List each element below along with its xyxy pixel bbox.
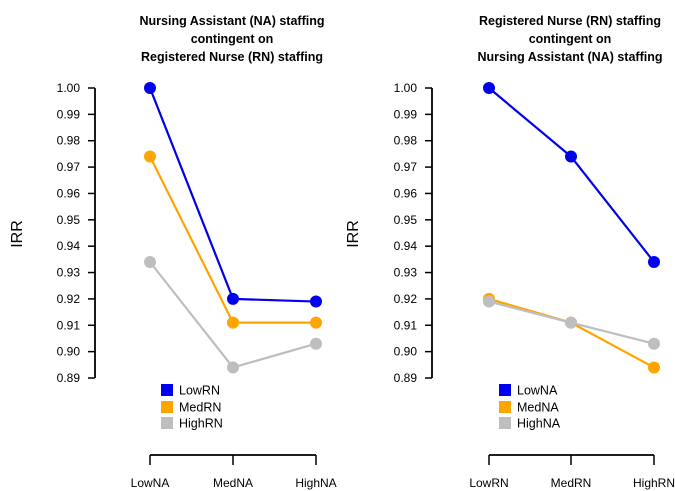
y-tick-label: 0.91	[394, 318, 418, 332]
legend-swatch	[161, 417, 173, 429]
y-tick-label: 0.92	[394, 292, 418, 306]
y-tick-label: 0.92	[57, 292, 81, 306]
x-tick-label: MedRN	[551, 476, 592, 490]
chart-title-line: Registered Nurse (RN) staffing	[479, 14, 661, 28]
legend-label: MedRN	[179, 401, 221, 415]
data-point-HighNA	[565, 316, 577, 329]
y-tick-label: 0.97	[57, 160, 81, 174]
chart-panel-2: Registered Nurse (RN) staffing contingent…	[345, 14, 675, 490]
series-line-LowRN	[148, 87, 317, 303]
chart-title-line: contingent on	[191, 32, 274, 46]
y-tick-label: 0.94	[57, 239, 81, 253]
chart-title-line: contingent on	[529, 32, 612, 46]
data-point-HighRN	[227, 361, 239, 374]
legend-swatch	[499, 401, 511, 413]
y-tick-label: 0.93	[394, 266, 418, 280]
legend-label: MedNA	[517, 401, 559, 415]
y-tick-label: 0.98	[394, 134, 418, 148]
y-tick-label: 0.96	[394, 186, 418, 200]
y-tick-label: 0.96	[57, 186, 81, 200]
y-tick-label: 0.98	[57, 134, 81, 148]
y-tick-label: 0.89	[57, 371, 81, 385]
legend-label: HighNA	[517, 417, 561, 431]
y-tick-label: 0.90	[57, 345, 81, 359]
data-point-LowRN	[144, 82, 156, 94]
legend-label: LowRN	[179, 384, 220, 398]
y-tick-label: 0.95	[394, 213, 418, 227]
data-point-MedRN	[227, 316, 239, 329]
x-tick-label: HighRN	[633, 476, 675, 490]
series-line-HighRN	[149, 261, 317, 369]
x-tick-label: LowNA	[131, 476, 170, 490]
legend-swatch	[161, 401, 173, 413]
legend-label: LowNA	[517, 384, 558, 398]
data-point-HighRN	[310, 337, 322, 350]
chart-title-line: Nursing Assistant (NA) staffing	[140, 14, 325, 28]
x-tick-label: MedNA	[213, 476, 253, 490]
y-tick-label: 0.95	[57, 213, 81, 227]
series-line-LowNA	[488, 87, 655, 263]
y-tick-label: 0.91	[57, 318, 81, 332]
x-tick-label: HighNA	[295, 476, 336, 490]
data-point-LowNA	[483, 82, 495, 94]
data-point-HighNA	[648, 337, 660, 350]
chart-panel-1: Nursing Assistant (NA) staffing contingen…	[9, 14, 337, 490]
y-tick-label: 0.99	[394, 107, 418, 121]
y-axis-title: IRR	[345, 220, 362, 248]
y-axis-title: IRR	[9, 220, 26, 248]
y-tick-label: 1.00	[57, 81, 81, 95]
chart-title-line: Nursing Assistant (NA) staffing	[478, 50, 663, 64]
y-tick-label: 0.93	[57, 266, 81, 280]
data-point-LowRN	[310, 295, 322, 308]
chart-title-line: Registered Nurse (RN) staffing	[141, 50, 323, 64]
x-tick-label: LowRN	[469, 476, 508, 490]
data-point-MedRN	[144, 150, 156, 163]
legend-label: HighRN	[179, 417, 223, 431]
y-tick-label: 0.99	[57, 107, 81, 121]
y-tick-label: 0.90	[394, 345, 418, 359]
y-tick-label: 0.97	[394, 160, 418, 174]
series-line-MedNA	[488, 297, 655, 369]
data-point-MedRN	[310, 316, 322, 329]
data-point-LowRN	[227, 292, 239, 305]
data-point-HighRN	[144, 256, 156, 268]
data-point-MedNA	[648, 361, 660, 374]
y-tick-label: 0.94	[394, 239, 418, 253]
legend-swatch	[499, 384, 511, 396]
y-tick-label: 0.89	[394, 371, 418, 385]
data-point-HighNA	[483, 295, 495, 308]
y-tick-label: 1.00	[394, 81, 418, 95]
legend-swatch	[499, 417, 511, 429]
legend-swatch	[161, 384, 173, 396]
data-point-LowNA	[565, 150, 577, 163]
data-point-LowNA	[648, 256, 660, 268]
